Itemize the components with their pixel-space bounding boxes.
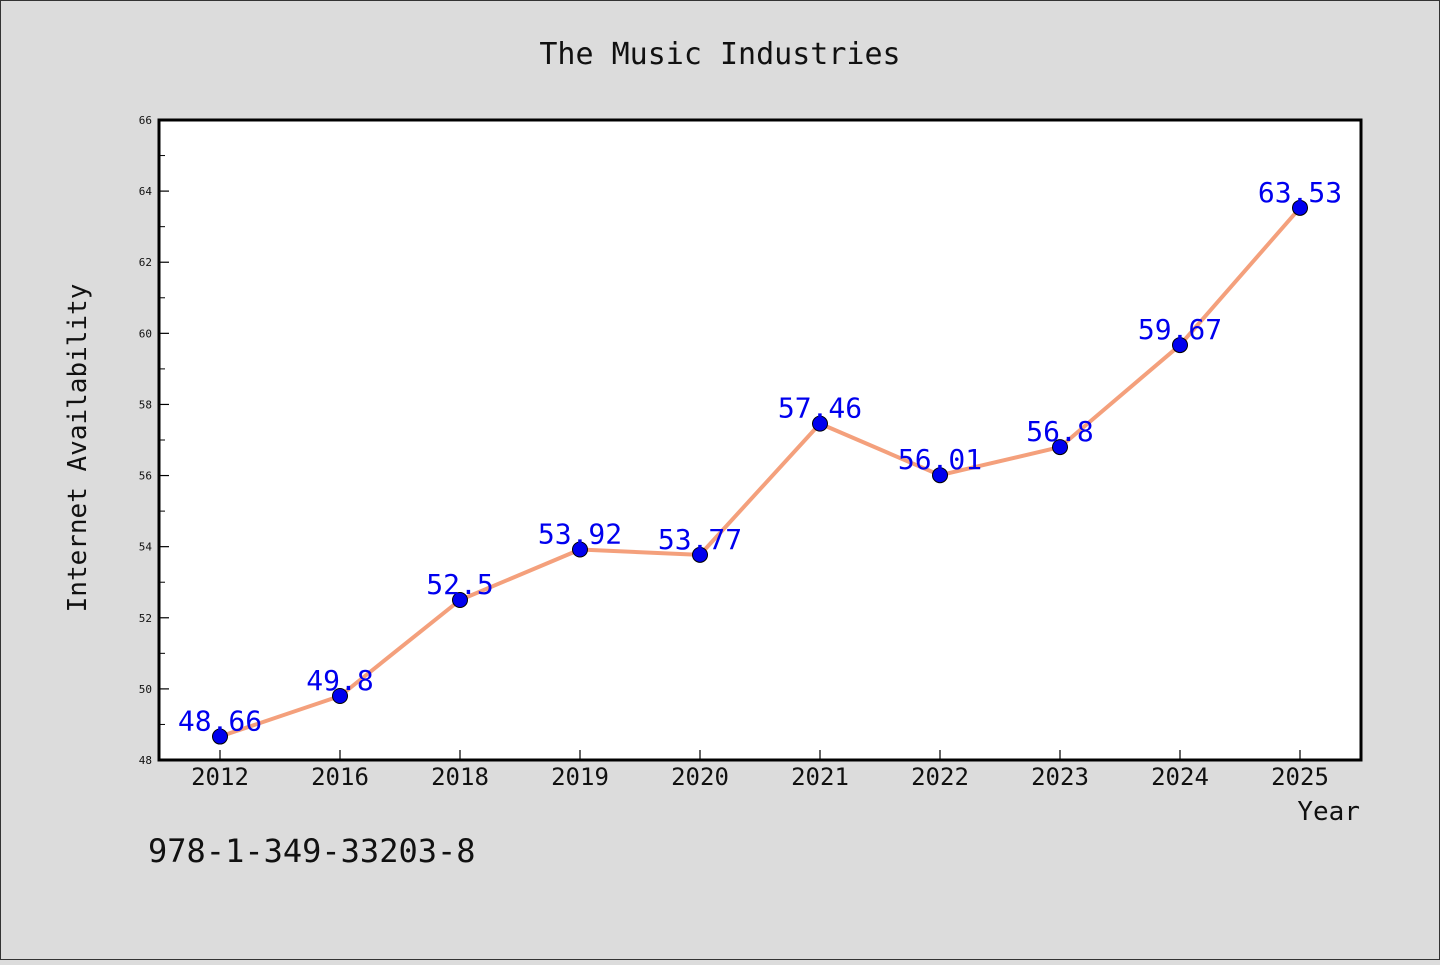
y-tick-label: 54 [139,541,153,554]
x-tick-label: 2016 [311,763,369,791]
data-point [572,541,588,558]
data-label: 56.8 [1026,415,1093,448]
data-point [692,546,708,563]
y-tick-label: 58 [139,398,152,411]
data-label: 53.77 [658,523,742,556]
data-label: 59.67 [1138,313,1222,346]
x-tick-label: 2024 [1151,763,1209,791]
chart-title: The Music Industries [539,37,900,72]
x-tick-label: 2020 [671,763,729,791]
data-label: 63.53 [1258,176,1342,209]
data-label: 53.92 [538,518,622,551]
data-point [452,592,468,608]
x-tick-label: 2022 [911,763,969,791]
data-label: 57.46 [778,392,862,425]
data-label: 49.8 [306,664,373,697]
isbn-text: 978-1-349-33203-8 [148,832,476,870]
data-point [932,467,948,484]
y-axis: 48 50 52 54 56 58 60 62 64 66 [139,114,169,767]
x-tick-label: 2023 [1031,763,1089,791]
y-tick-label: 64 [139,185,153,198]
x-tick-label: 2025 [1271,763,1329,791]
data-point [212,728,228,745]
y-tick-label: 60 [139,327,152,340]
data-point [812,415,828,432]
data-point [1292,199,1308,216]
plot-area [157,118,1363,762]
y-tick-label: 56 [139,470,152,483]
data-point [332,688,348,704]
series-line [218,205,1302,739]
data-label: 52.5 [426,568,493,601]
x-axis: 2012 2016 2018 2019 2020 2021 2022 2023 2024 2025 [191,750,1329,791]
x-tick-label: 2019 [551,763,609,791]
data-point [1172,337,1188,354]
series-layer: 48.66 49.8 52.5 53.92 53.77 57.46 56.01 56.8 59.… [178,176,1342,745]
x-tick-label: 2012 [191,763,249,791]
x-tick-label: 2018 [431,763,489,791]
x-tick-label: 2021 [791,763,849,791]
data-label: 56.01 [898,443,982,476]
y-axis-label: Internet Availability [63,284,93,613]
data-point [1052,439,1068,456]
data-label: 48.66 [178,705,262,738]
y-tick-label: 50 [139,683,152,696]
y-tick-label: 48 [139,754,152,767]
x-axis-label: Year [1297,797,1360,827]
y-tick-label: 52 [139,612,152,625]
y-tick-label: 66 [139,114,152,127]
y-tick-label: 62 [139,256,152,269]
